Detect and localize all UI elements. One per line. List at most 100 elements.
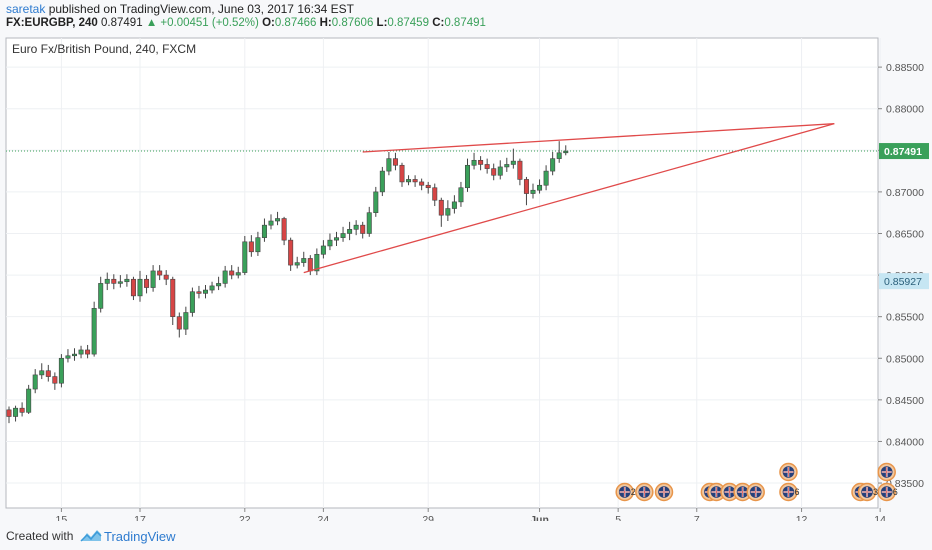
candle-body-up xyxy=(314,253,320,272)
candle-body-up xyxy=(340,233,346,238)
candle xyxy=(458,181,464,207)
event-flag-icon[interactable] xyxy=(720,482,739,502)
low-value: 0.87459 xyxy=(387,17,429,29)
symbol-label: FX:EURGBP, 240 xyxy=(6,17,98,29)
created-with-text: Created with xyxy=(6,529,74,543)
candle-body-down xyxy=(392,158,398,166)
trendlines[interactable] xyxy=(303,123,835,274)
event-flag-icon[interactable]: 3 xyxy=(857,482,879,502)
open-label: O: xyxy=(262,17,275,29)
candle-body-down xyxy=(419,181,425,186)
candle-body-up xyxy=(320,245,326,255)
candle xyxy=(261,218,267,242)
event-flag-icon[interactable] xyxy=(746,482,765,502)
candle xyxy=(320,240,326,259)
candle-body-up xyxy=(563,150,569,154)
candle-body-down xyxy=(52,376,58,384)
x-tick-label: 15 xyxy=(56,514,68,521)
time-axis[interactable]: 15 17 22 24 29 Jun 5 7 12 14 xyxy=(56,508,887,526)
event-flag-icon[interactable]: 6 xyxy=(779,482,800,502)
candle xyxy=(170,276,176,325)
candle xyxy=(150,265,156,292)
candle-body-up xyxy=(497,166,503,176)
candle-body-up xyxy=(530,189,536,194)
candle xyxy=(137,270,143,302)
x-tick-label: 7 xyxy=(694,514,700,521)
candle xyxy=(39,363,45,380)
trendline[interactable] xyxy=(303,123,835,274)
candle xyxy=(98,276,104,313)
candle-body-down xyxy=(196,291,202,294)
economic-events[interactable]: 23296336 xyxy=(615,462,898,502)
candle-body-up xyxy=(137,278,143,297)
x-tick-label: 14 xyxy=(874,514,886,521)
event-flag-icon[interactable]: 6 xyxy=(877,482,898,502)
candle-body-up xyxy=(510,160,516,165)
trendline[interactable] xyxy=(362,123,835,153)
tradingview-brand[interactable]: TradingView xyxy=(104,529,176,544)
candle xyxy=(523,176,529,206)
candle-body-down xyxy=(144,278,150,288)
candle-body-up xyxy=(353,224,359,230)
event-flag-icon[interactable] xyxy=(779,462,798,482)
y-tick-label: 0.85500 xyxy=(886,312,924,324)
candle xyxy=(32,369,38,394)
x-tick-label: 17 xyxy=(134,514,146,521)
candle-body-up xyxy=(255,237,261,253)
candle xyxy=(13,405,19,422)
candle-body-up xyxy=(104,278,110,284)
candle-body-down xyxy=(157,270,163,276)
author-link[interactable]: saretak xyxy=(6,2,46,16)
price-change: ▲ +0.00451 (+0.52%) xyxy=(145,17,259,29)
candle-body-up xyxy=(333,237,339,241)
candle xyxy=(392,152,398,171)
y-tick-label: 0.84500 xyxy=(886,395,924,407)
candle xyxy=(6,406,12,424)
candle-body-up xyxy=(406,179,412,183)
low-label: L: xyxy=(376,17,388,29)
candle-body-down xyxy=(438,199,444,216)
candle-body-up xyxy=(78,349,84,355)
candle xyxy=(360,221,366,239)
price-tags: 0.87491 0.85927 xyxy=(879,143,929,290)
candle-body-up xyxy=(150,270,156,288)
candle xyxy=(537,179,543,194)
candle-body-down xyxy=(491,168,497,176)
event-flag-icon[interactable] xyxy=(877,462,896,482)
price-axis[interactable]: 0.835000.840000.845000.850000.855000.860… xyxy=(878,62,924,490)
event-flag-icon[interactable] xyxy=(654,482,674,502)
close-value: 0.87491 xyxy=(444,17,486,29)
high-value: 0.87606 xyxy=(331,17,374,29)
candle-body-up xyxy=(183,312,189,330)
event-count: 2 xyxy=(631,487,636,497)
candle xyxy=(26,384,32,414)
y-tick-label: 0.85000 xyxy=(886,353,924,365)
candle-body-down xyxy=(484,164,490,169)
candle-body-up xyxy=(386,158,392,172)
candle xyxy=(543,165,549,191)
candle xyxy=(157,265,163,281)
candle-body-up xyxy=(556,152,562,159)
candle xyxy=(550,151,556,176)
candle-body-down xyxy=(85,349,91,355)
candle-body-up xyxy=(550,158,556,172)
y-tick-label: 0.88500 xyxy=(886,62,924,74)
event-flag-icon[interactable]: 2 xyxy=(615,482,636,502)
candle-body-up xyxy=(543,170,549,186)
candle-body-down xyxy=(288,239,294,266)
chart-title: Euro Fx/British Pound, 240, FXCM xyxy=(12,42,196,56)
chart-area[interactable]: Euro Fx/British Pound, 240, FXCM 0.83500… xyxy=(0,33,932,526)
candle xyxy=(196,285,202,299)
candle xyxy=(425,181,431,194)
candle-body-down xyxy=(130,278,136,297)
candle-body-down xyxy=(45,370,51,377)
event-flag-icon[interactable] xyxy=(635,482,654,502)
event-flag-icon[interactable]: 9 xyxy=(733,482,754,502)
candle xyxy=(229,265,235,280)
candle xyxy=(347,221,353,241)
y-tick-label: 0.86500 xyxy=(886,228,924,240)
candle-body-up xyxy=(91,308,97,355)
price-chart[interactable]: Euro Fx/British Pound, 240, FXCM 0.83500… xyxy=(0,33,932,526)
candle-body-up xyxy=(117,281,123,284)
candle xyxy=(235,266,241,279)
